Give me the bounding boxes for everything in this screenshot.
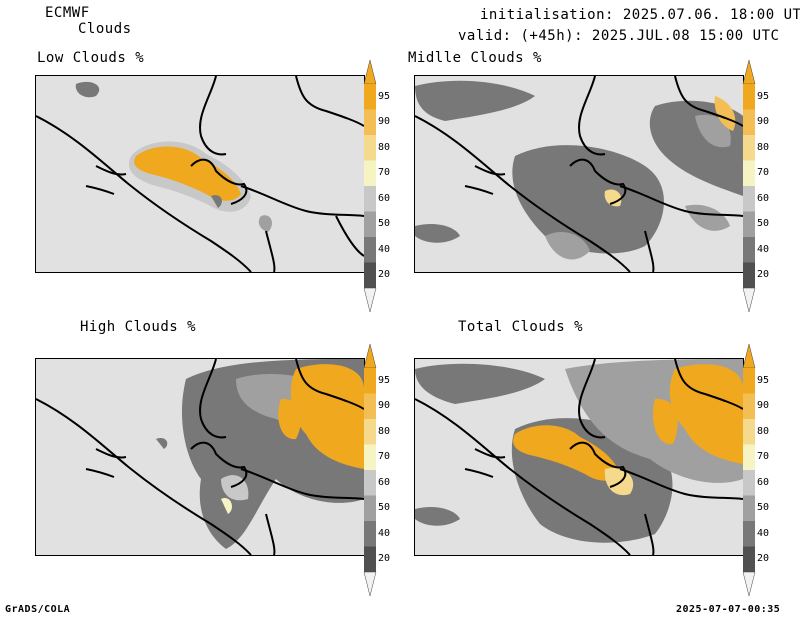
colorbar-tick-label: 80 — [378, 141, 391, 153]
colorbar-top-arrow — [363, 343, 377, 369]
colorbar-segment — [364, 393, 376, 419]
colorbar-segment — [743, 521, 755, 547]
colorbar-segment — [743, 495, 755, 521]
colorbar-segment — [364, 84, 376, 110]
footer-left: GrADS/COLA — [5, 604, 71, 615]
colorbar-bottom-arrow — [363, 287, 377, 313]
colorbar-tick-label: 60 — [378, 192, 391, 204]
colorbar-segment — [743, 186, 755, 212]
colorbar-segment — [364, 368, 376, 394]
colorbar-middle — [742, 59, 756, 313]
colorbar-segment — [364, 211, 376, 237]
colorbar-bottom-arrow — [742, 287, 756, 313]
colorbar-tick-label: 80 — [378, 425, 391, 437]
colorbar-tick-label: 95 — [757, 374, 770, 386]
init-time: initialisation: 2025.07.06. 18:00 UTC — [480, 7, 800, 23]
colorbar-tick-label: 90 — [378, 400, 391, 412]
colorbar-tick-label: 40 — [757, 243, 770, 255]
colorbar-tick-label: 20 — [757, 269, 770, 281]
colorbar-segment — [743, 546, 755, 572]
colorbar-segment — [364, 160, 376, 186]
high-borders — [36, 359, 364, 555]
colorbar-segment — [743, 135, 755, 161]
low-clouds-map — [35, 75, 365, 273]
colorbar-segment — [364, 109, 376, 135]
colorbar-segment — [364, 521, 376, 547]
colorbar-top-arrow — [363, 59, 377, 85]
low-borders — [36, 76, 364, 272]
colorbar-segment — [743, 262, 755, 288]
colorbar-segment — [364, 186, 376, 212]
colorbar-segment — [743, 444, 755, 470]
colorbar-top-arrow — [742, 59, 756, 85]
colorbar-tick-label: 40 — [757, 527, 770, 539]
colorbar-tick-label: 70 — [378, 167, 391, 179]
colorbar-tick-label: 20 — [378, 553, 391, 565]
colorbar-tick-label: 50 — [378, 218, 391, 230]
colorbar-tick-label: 40 — [378, 243, 391, 255]
colorbar-segment — [743, 470, 755, 496]
middle-cloud-areas — [415, 80, 743, 260]
colorbar-tick-label: 90 — [378, 116, 391, 128]
colorbar-segment — [364, 495, 376, 521]
colorbar-segment — [364, 546, 376, 572]
colorbar-total — [742, 343, 756, 597]
colorbar-segment — [743, 237, 755, 263]
colorbar-tick-label: 40 — [378, 527, 391, 539]
colorbar-segment — [743, 109, 755, 135]
colorbar-tick-label: 80 — [757, 425, 770, 437]
colorbar-segment — [364, 262, 376, 288]
middle-clouds-map — [414, 75, 744, 273]
colorbar-segment — [743, 419, 755, 445]
high-cloud-areas — [156, 359, 364, 549]
colorbar-segment — [743, 84, 755, 110]
low-clouds-title: Low Clouds % — [37, 50, 145, 66]
valid-time: valid: (+45h): 2025.JUL.08 15:00 UTC — [458, 28, 780, 44]
total-clouds-map — [414, 358, 744, 556]
colorbar-low — [363, 59, 377, 313]
middle-clouds-title: Midlle Clouds % — [408, 50, 542, 66]
colorbar-segment — [364, 444, 376, 470]
colorbar-tick-label: 70 — [378, 451, 391, 463]
colorbar-segment — [364, 135, 376, 161]
colorbar-tick-label: 90 — [757, 116, 770, 128]
colorbar-segment — [743, 368, 755, 394]
colorbar-tick-label: 60 — [378, 476, 391, 488]
model-name: ECMWF — [45, 5, 90, 21]
colorbar-tick-label: 60 — [757, 192, 770, 204]
colorbar-tick-label: 60 — [757, 476, 770, 488]
colorbar-bottom-arrow — [363, 571, 377, 597]
colorbar-tick-label: 50 — [378, 502, 391, 514]
colorbar-segment — [364, 470, 376, 496]
colorbar-bottom-arrow — [742, 571, 756, 597]
colorbar-tick-label: 80 — [757, 141, 770, 153]
colorbar-tick-label: 50 — [757, 502, 770, 514]
colorbar-segment — [364, 237, 376, 263]
colorbar-segment — [743, 393, 755, 419]
colorbar-tick-label: 20 — [378, 269, 391, 281]
total-cloud-areas — [415, 359, 743, 543]
colorbar-tick-label: 70 — [757, 167, 770, 179]
low-cloud-areas — [75, 81, 272, 232]
colorbar-top-arrow — [742, 343, 756, 369]
high-clouds-map — [35, 358, 365, 556]
colorbar-segment — [743, 160, 755, 186]
colorbar-tick-label: 70 — [757, 451, 770, 463]
total-borders — [415, 359, 743, 555]
high-clouds-title: High Clouds % — [80, 319, 197, 335]
colorbar-tick-label: 95 — [378, 374, 391, 386]
colorbar-tick-label: 90 — [757, 400, 770, 412]
colorbar-tick-label: 20 — [757, 553, 770, 565]
colorbar-tick-label: 95 — [757, 90, 770, 102]
colorbar-segment — [364, 419, 376, 445]
colorbar-high — [363, 343, 377, 597]
middle-borders — [415, 76, 743, 272]
colorbar-segment — [743, 211, 755, 237]
colorbar-tick-label: 50 — [757, 218, 770, 230]
colorbar-tick-label: 95 — [378, 90, 391, 102]
total-clouds-title: Total Clouds % — [458, 319, 584, 335]
footer-right: 2025-07-07-00:35 — [676, 604, 781, 615]
product-name: Clouds — [78, 21, 132, 37]
